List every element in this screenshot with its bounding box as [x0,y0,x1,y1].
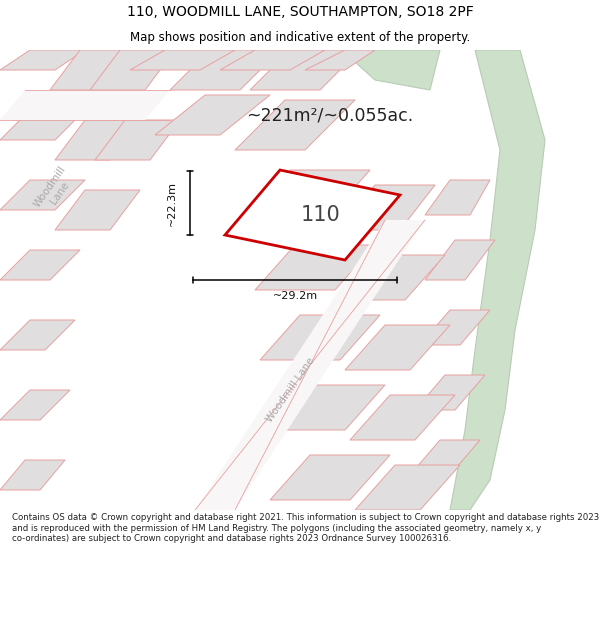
Polygon shape [0,460,65,490]
Polygon shape [410,440,480,475]
Polygon shape [355,465,460,510]
Polygon shape [95,120,180,160]
Polygon shape [55,120,140,160]
Polygon shape [415,375,485,410]
Polygon shape [0,180,85,210]
Polygon shape [0,390,70,420]
Polygon shape [195,220,425,510]
Polygon shape [0,50,85,70]
Polygon shape [235,100,355,150]
Polygon shape [0,250,80,280]
Polygon shape [55,190,140,230]
Polygon shape [345,325,450,370]
Polygon shape [50,50,135,90]
Polygon shape [0,90,170,120]
Polygon shape [170,50,280,90]
Polygon shape [250,170,370,215]
Polygon shape [155,95,270,135]
Polygon shape [260,315,380,360]
Polygon shape [305,50,375,70]
Polygon shape [90,50,175,90]
Polygon shape [0,110,85,140]
Polygon shape [340,255,445,300]
Text: 110, WOODMILL LANE, SOUTHAMPTON, SO18 2PF: 110, WOODMILL LANE, SOUTHAMPTON, SO18 2P… [127,6,473,19]
Polygon shape [350,395,455,440]
Text: ~22.3m: ~22.3m [167,181,177,226]
Polygon shape [225,170,400,260]
Polygon shape [420,310,490,345]
Polygon shape [335,185,435,230]
Polygon shape [130,50,235,70]
Polygon shape [0,320,75,350]
Polygon shape [355,50,440,90]
Text: 110: 110 [301,205,340,225]
Text: Woodmill Lane: Woodmill Lane [264,356,316,424]
Text: ~29.2m: ~29.2m [272,291,317,301]
Polygon shape [425,240,495,280]
Polygon shape [255,245,375,290]
Polygon shape [220,50,325,70]
Text: ~221m²/~0.055ac.: ~221m²/~0.055ac. [247,106,413,124]
Polygon shape [425,180,490,215]
Text: Contains OS data © Crown copyright and database right 2021. This information is : Contains OS data © Crown copyright and d… [12,514,599,543]
Polygon shape [450,50,545,510]
Polygon shape [270,455,390,500]
Text: Woodmill
Lane: Woodmill Lane [32,164,77,216]
Polygon shape [265,385,385,430]
Text: Map shows position and indicative extent of the property.: Map shows position and indicative extent… [130,31,470,44]
Polygon shape [250,50,360,90]
